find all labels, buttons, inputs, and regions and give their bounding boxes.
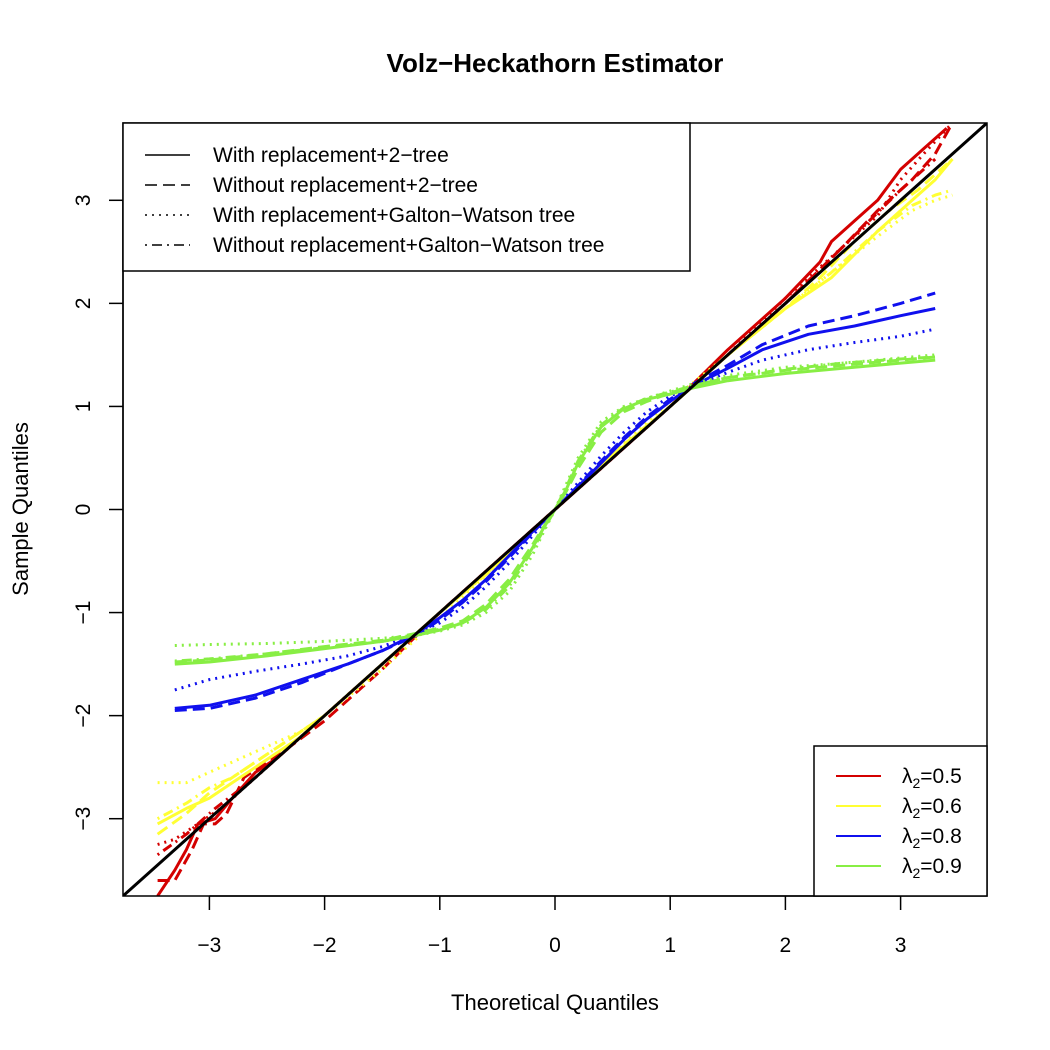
series-line-4	[156, 157, 937, 857]
y-tick-label: 3	[72, 194, 95, 206]
series-line-2	[157, 123, 954, 882]
series-line-11	[174, 327, 936, 692]
color-legend: λ2=0.5 λ2=0.6 λ2=0.8 λ2=0.9	[813, 745, 988, 897]
y-tick-label: 0	[72, 504, 95, 516]
y-tick-label: −1	[72, 601, 95, 625]
style-legend-label: With replacement+2−tree	[213, 144, 449, 167]
y-tick-label: −2	[72, 704, 95, 728]
y-tick-label: −3	[72, 807, 95, 831]
x-tick-label: 2	[780, 934, 792, 957]
chart-title: Volz−Heckathorn Estimator	[387, 48, 724, 78]
y-axis-label: Sample Quantiles	[8, 422, 33, 596]
x-tick-label: 0	[549, 934, 561, 957]
series-layer	[123, 123, 987, 896]
style-legend-label: Without replacement+Galton−Watson tree	[213, 234, 604, 257]
color-legend-box	[813, 745, 988, 897]
style-legend-label: Without replacement+2−tree	[213, 174, 478, 197]
color-legend-label: λ2=0.5	[902, 765, 962, 791]
series-line-8	[156, 188, 953, 821]
x-tick-label: −1	[428, 934, 452, 957]
color-legend-label: λ2=0.6	[902, 795, 962, 821]
x-tick-label: 1	[664, 934, 676, 957]
color-legend-label: λ2=0.8	[902, 825, 962, 851]
color-legend-label: λ2=0.9	[902, 855, 962, 881]
style-legend: With replacement+2−tree Without replaceme…	[122, 122, 691, 272]
style-legend-box	[122, 122, 691, 272]
reference-line	[123, 123, 987, 896]
y-tick-label: 2	[72, 298, 95, 310]
x-tick-label: −3	[197, 934, 221, 957]
x-tick-label: −2	[313, 934, 337, 957]
y-tick-label: 1	[72, 401, 95, 413]
x-axis-label: Theoretical Quantiles	[451, 990, 659, 1015]
style-legend-label: With replacement+Galton−Watson tree	[213, 204, 575, 227]
x-tick-label: 3	[895, 934, 907, 957]
